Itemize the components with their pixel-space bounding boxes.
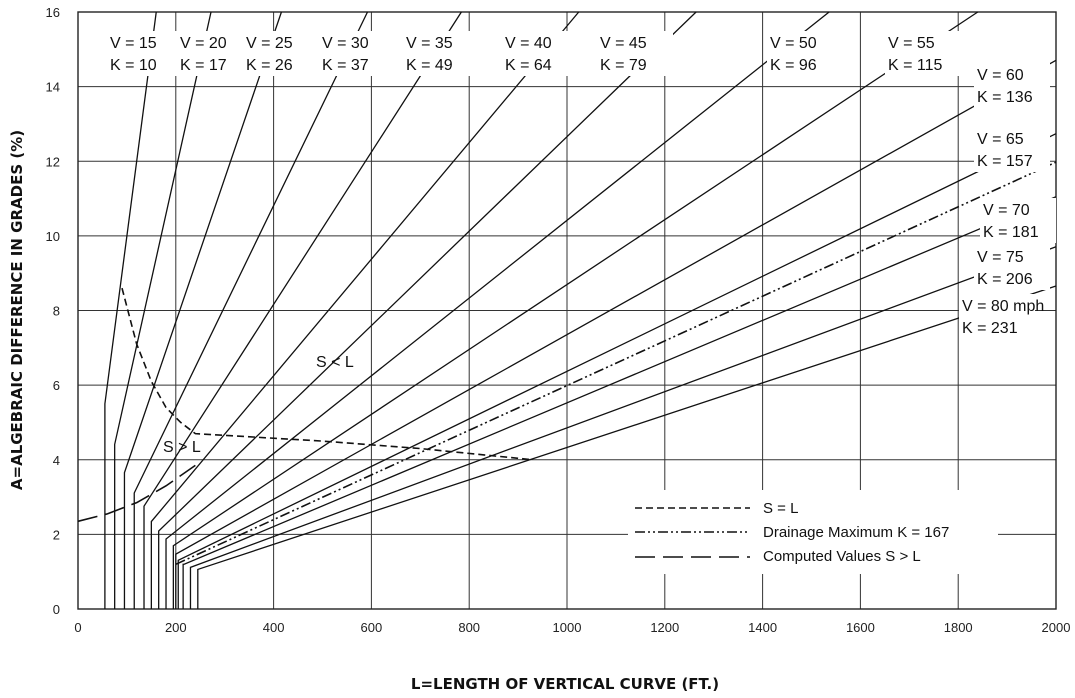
curve-label-v-206: V = 75 [977, 249, 1024, 266]
x-tick-label-2000: 2000 [1042, 620, 1071, 635]
x-tick-label-1000: 1000 [553, 620, 582, 635]
curve-label-bg-206 [974, 245, 1050, 290]
curve-label-k-79: K = 79 [600, 57, 647, 74]
boundary-lines [77, 161, 1057, 566]
y-axis-title: A=ALGEBRAIC DIFFERENCE IN GRADES (%) [8, 130, 26, 490]
y-tick-label-12: 12 [46, 154, 60, 169]
curve-label-k-96: K = 96 [770, 57, 817, 74]
k-curve-17 [114, 11, 212, 609]
curve-label-v-17: V = 20 [180, 35, 227, 52]
curve-label-k-49: K = 49 [406, 57, 453, 74]
y-tick-label-4: 4 [53, 453, 60, 468]
curve-label-k-115: K = 115 [888, 57, 943, 74]
curve-label-k-10: K = 10 [110, 57, 157, 74]
curve-label-bg-231 [959, 294, 1035, 339]
curve-label-bg-10 [107, 31, 183, 76]
y-tick-label-8: 8 [53, 304, 60, 319]
legend: S = L Drainage Maximum K = 167 Computed … [628, 490, 998, 574]
region-label-s-greater-l: S > L [163, 439, 201, 456]
curve-label-k-136: K = 136 [977, 89, 1033, 106]
x-tick-label-200: 200 [165, 620, 187, 635]
curve-label-bg-37 [319, 31, 395, 76]
y-tick-label-10: 10 [46, 229, 60, 244]
curve-label-k-17: K = 17 [180, 57, 227, 74]
plot-frame [77, 11, 1057, 610]
k-curve-157 [177, 133, 1057, 609]
legend-label-computed: Computed Values S > L [763, 548, 921, 565]
legend-label-drainage: Drainage Maximum K = 167 [763, 524, 949, 541]
k-curve-231 [197, 285, 1057, 609]
curve-label-k-157: K = 157 [977, 153, 1033, 170]
k-curve-181 [182, 196, 1057, 609]
curve-label-bg-136 [974, 63, 1050, 108]
curve-label-bg-157 [974, 127, 1050, 172]
curve-label-v-37: V = 30 [322, 35, 369, 52]
x-tick-label-1400: 1400 [748, 620, 777, 635]
curve-label-v-79: V = 45 [600, 35, 647, 52]
curve-label-bg-181 [980, 198, 1056, 243]
curve-label-v-64: V = 40 [505, 35, 552, 52]
curve-label-k-64: K = 64 [505, 57, 552, 74]
curve-label-v-181: V = 70 [983, 202, 1030, 219]
drainage-maximum-line [175, 161, 1057, 566]
x-axis-title: L=LENGTH OF VERTICAL CURVE (FT.) [411, 675, 719, 693]
x-tick-label-1200: 1200 [650, 620, 679, 635]
computed-s-greater-l-line [77, 464, 196, 523]
curve-labels: V = 15 K = 10 V = 20 K = 17 V = 25 K = 26 V = … [107, 31, 1056, 339]
curve-label-v-96: V = 50 [770, 35, 817, 52]
y-tick-label-14: 14 [46, 80, 60, 95]
curve-label-v-49: V = 35 [406, 35, 453, 52]
curve-label-v-157: V = 65 [977, 131, 1024, 148]
region-label-s-less-l: S < L [316, 354, 354, 371]
k-curve-206 [189, 246, 1057, 609]
curve-label-bg-79 [597, 31, 673, 76]
x-tick-label-400: 400 [263, 620, 285, 635]
curve-label-k-206: K = 206 [977, 271, 1033, 288]
curve-label-bg-49 [403, 31, 479, 76]
curve-label-bg-96 [767, 31, 843, 76]
y-tick-label-6: 6 [53, 378, 60, 393]
k-curve-115 [172, 11, 979, 609]
k-curve-79 [158, 11, 697, 609]
curve-label-v-10: V = 15 [110, 35, 157, 52]
x-tick-label-1600: 1600 [846, 620, 875, 635]
curve-label-bg-26 [243, 31, 319, 76]
x-tick-label-1800: 1800 [944, 620, 973, 635]
curve-label-k-181: K = 181 [983, 224, 1039, 241]
curve-label-k-231: K = 231 [962, 320, 1018, 337]
axis-ticks: 0 200 400 600 800 1000 1200 1400 1600 1800 2000 0 2 4… [46, 5, 1071, 635]
s-equals-l-boundary [121, 287, 533, 461]
curve-label-v-115: V = 55 [888, 35, 935, 52]
k-curve-26 [123, 11, 283, 609]
x-tick-label-0: 0 [74, 620, 81, 635]
k-curve-136 [175, 59, 1057, 609]
y-tick-label-16: 16 [46, 5, 60, 20]
k-curve-64 [150, 11, 580, 609]
curve-label-k-26: K = 26 [246, 57, 293, 74]
k-curve-96 [165, 11, 830, 609]
x-tick-label-600: 600 [361, 620, 383, 635]
curve-label-v-136: V = 60 [977, 67, 1024, 84]
x-tick-label-800: 800 [458, 620, 480, 635]
curve-label-v-231: V = 80 mph [962, 298, 1044, 315]
legend-label-s-equals-l: S = L [763, 500, 798, 517]
k-value-curves [104, 11, 1057, 609]
curve-label-bg-64 [502, 31, 578, 76]
k-curve-10 [104, 11, 157, 609]
curve-label-bg-17 [177, 31, 253, 76]
y-tick-label-0: 0 [53, 602, 60, 617]
curve-label-k-37: K = 37 [322, 57, 369, 74]
curve-label-v-26: V = 25 [246, 35, 293, 52]
y-tick-label-2: 2 [53, 527, 60, 542]
k-curve-49 [143, 11, 462, 609]
curve-label-bg-115 [885, 31, 961, 76]
k-curve-37 [133, 11, 369, 609]
